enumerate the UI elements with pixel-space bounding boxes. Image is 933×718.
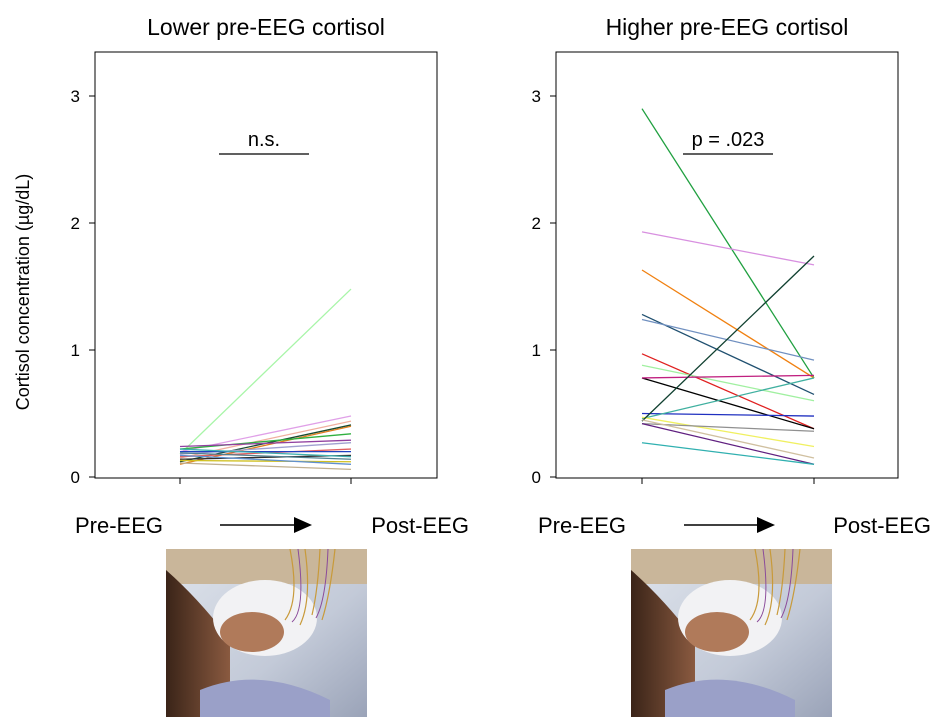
y-tick-label-3: 3 — [71, 87, 80, 106]
x-label-pre-higher: Pre-EEG — [538, 513, 626, 538]
y-axis-label: Cortisol concentration (µg/dL) — [13, 174, 33, 410]
series-line-6 — [641, 353, 815, 430]
series-line-11 — [641, 377, 815, 420]
y-tick-label-3: 3 — [532, 87, 541, 106]
series-line-16 — [179, 462, 352, 471]
series-group-lower — [179, 288, 352, 471]
y-tick-label-1: 1 — [532, 341, 541, 360]
y-axis-higher: 0 1 2 3 — [532, 87, 556, 487]
series-line-15 — [641, 423, 815, 465]
series-line-10 — [641, 412, 815, 417]
series-line-13 — [179, 452, 352, 460]
right-arrow-icon — [220, 517, 312, 533]
series-line-7 — [641, 364, 815, 402]
series-line-8 — [641, 377, 815, 430]
y-tick-label-2: 2 — [532, 214, 541, 233]
series-line-12 — [641, 416, 815, 448]
y-tick-label-0: 0 — [532, 468, 541, 487]
x-label-post-lower: Post-EEG — [371, 513, 469, 538]
series-line-9 — [641, 374, 815, 379]
series-line-12 — [179, 448, 352, 458]
panel-lower-cortisol: Lower pre-EEG cortisol 0 1 2 3 n.s. Pre-… — [71, 14, 469, 538]
plot-frame-lower — [94, 51, 438, 479]
series-line-4 — [641, 313, 815, 396]
series-line-17 — [641, 419, 815, 459]
plot-frame-higher — [555, 51, 899, 479]
y-tick-label-0: 0 — [71, 468, 80, 487]
series-line-15 — [179, 454, 352, 465]
x-label-post-higher: Post-EEG — [833, 513, 931, 538]
series-line-5 — [641, 318, 815, 361]
right-arrow-icon — [684, 517, 775, 533]
series-line-1 — [641, 108, 815, 379]
panel-title-higher: Higher pre-EEG cortisol — [606, 14, 849, 40]
series-line-16 — [641, 442, 815, 465]
significance-label-lower: n.s. — [248, 129, 280, 151]
significance-label-higher: p = .023 — [692, 129, 765, 151]
series-line-3 — [641, 269, 815, 379]
series-line-2 — [641, 231, 815, 266]
series-line-14 — [179, 459, 352, 463]
x-label-pre-lower: Pre-EEG — [75, 513, 163, 538]
y-axis-lower: 0 1 2 3 — [71, 87, 95, 487]
y-tick-label-2: 2 — [71, 214, 80, 233]
infant-eeg-photo — [166, 549, 367, 717]
series-line-13 — [641, 423, 815, 432]
y-tick-label-1: 1 — [71, 341, 80, 360]
panel-title-lower: Lower pre-EEG cortisol — [147, 14, 385, 40]
infant-eeg-photo — [631, 549, 832, 717]
series-group-higher — [641, 108, 815, 465]
panel-higher-cortisol: Higher pre-EEG cortisol 0 1 2 3 p = .023… — [532, 14, 931, 538]
series-line-6 — [179, 433, 352, 450]
series-line-14 — [641, 255, 815, 422]
series-line-7 — [179, 439, 352, 448]
series-line-1 — [179, 288, 352, 455]
